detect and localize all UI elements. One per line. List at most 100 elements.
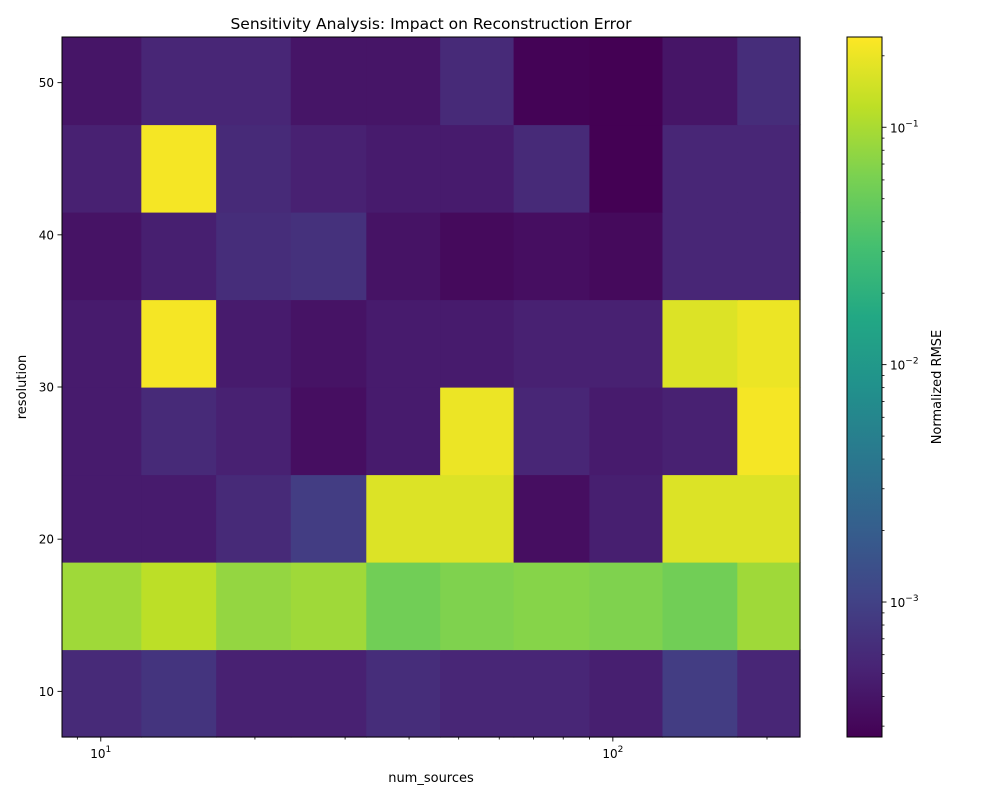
heatmap-cell [216,474,292,563]
heatmap-cell [290,562,367,651]
heatmap-cell [62,562,142,651]
heatmap-cell [440,474,515,563]
heatmap-cell [662,474,738,563]
heatmap-cell [737,37,801,126]
y-axis-label: resolution [15,355,30,420]
y-tick-label: 30 [39,381,54,395]
heatmap-cell [662,124,738,213]
heatmap-cell [141,299,217,388]
heatmap-cell [589,37,664,126]
heatmap-cell [62,37,142,126]
colorbar-tick-label: 10−2 [890,357,919,373]
heatmap-cell [513,649,591,738]
heatmap-cell [513,124,591,213]
y-tick-label: 10 [39,685,54,699]
heatmap-cell [589,649,664,738]
heatmap-cell [216,299,292,388]
heatmap-cell [62,124,142,213]
heatmap-cell [216,37,292,126]
heatmap-cell [513,474,591,563]
heatmap-cell [290,299,367,388]
heatmap-cell [440,124,515,213]
heatmap-cell [216,124,292,213]
y-tick-label: 40 [39,228,54,242]
heatmap-cell [513,212,591,301]
heatmap-cell [737,124,801,213]
heatmap-cell [366,299,441,388]
heatmap-cell [737,387,801,476]
colorbar-label: Normalized RMSE [930,330,945,445]
colorbar-tick-label: 10−1 [890,119,919,135]
heatmap-cell [662,649,738,738]
colorbar [846,36,883,738]
heatmap-cell [141,562,217,651]
heatmap-cell [216,212,292,301]
heatmap-cell [589,299,664,388]
heatmap-cell [737,562,801,651]
heatmap-cell [366,562,441,651]
x-axis: 101 102 [76,737,768,761]
heatmap-cell [737,649,801,738]
heatmap-cell [62,387,142,476]
heatmap-cell [440,562,515,651]
heatmap-cell [662,37,738,126]
heatmap-cell [141,649,217,738]
heatmap-cell [290,124,367,213]
heatmap-cell [513,387,591,476]
x-tick-label: 102 [602,745,623,761]
heatmap-cell [290,37,367,126]
heatmap-cell [513,562,591,651]
heatmap-cell [440,649,515,738]
heatmap-cell [216,387,292,476]
chart-title: Sensitivity Analysis: Impact on Reconstr… [230,15,632,33]
heatmap-cell [737,212,801,301]
x-tick-label: 101 [90,745,111,761]
heatmap-cell [662,299,738,388]
heatmap-cell [366,649,441,738]
heatmap-cell [62,212,142,301]
heatmap-cell [141,474,217,563]
heatmap-cell [662,212,738,301]
x-axis-label: num_sources [388,771,474,786]
heatmap-cell [440,299,515,388]
y-tick-label: 50 [39,76,54,90]
heatmap-cell [366,387,441,476]
colorbar-tick-label: 10−3 [890,594,919,610]
heatmap-cell [366,124,441,213]
heatmap-cell [589,212,664,301]
heatmap-cell [216,562,292,651]
heatmap-cell [290,387,367,476]
heatmap-cell [440,387,515,476]
y-tick-label: 20 [39,533,54,547]
heatmap-cell [589,124,664,213]
heatmap-cells [62,37,801,738]
heatmap-cell [290,474,367,563]
heatmap-cell [366,474,441,563]
heatmap-cell [141,37,217,126]
heatmap-cell [290,212,367,301]
heatmap-cell [737,474,801,563]
heatmap-cell [589,387,664,476]
heatmap-cell [589,562,664,651]
colorbar-axis: 10−3 10−2 10−1 [882,55,919,727]
heatmap-cell [589,474,664,563]
heatmap-cell [62,299,142,388]
heatmap-cell [141,387,217,476]
heatmap-cell [141,212,217,301]
heatmap-cell [440,212,515,301]
heatmap-cell [62,474,142,563]
heatmap-cell [662,387,738,476]
heatmap-cell [662,562,738,651]
heatmap-cell [366,37,441,126]
heatmap-cell [62,649,142,738]
heatmap-cell [737,299,801,388]
y-axis: 10 20 30 40 50 [39,76,62,699]
heatmap-cell [513,37,591,126]
heatmap-cell [513,299,591,388]
heatmap-cell [290,649,367,738]
heatmap-cell [366,212,441,301]
heatmap-cell [440,37,515,126]
heatmap-cell [216,649,292,738]
heatmap-cell [141,124,217,213]
